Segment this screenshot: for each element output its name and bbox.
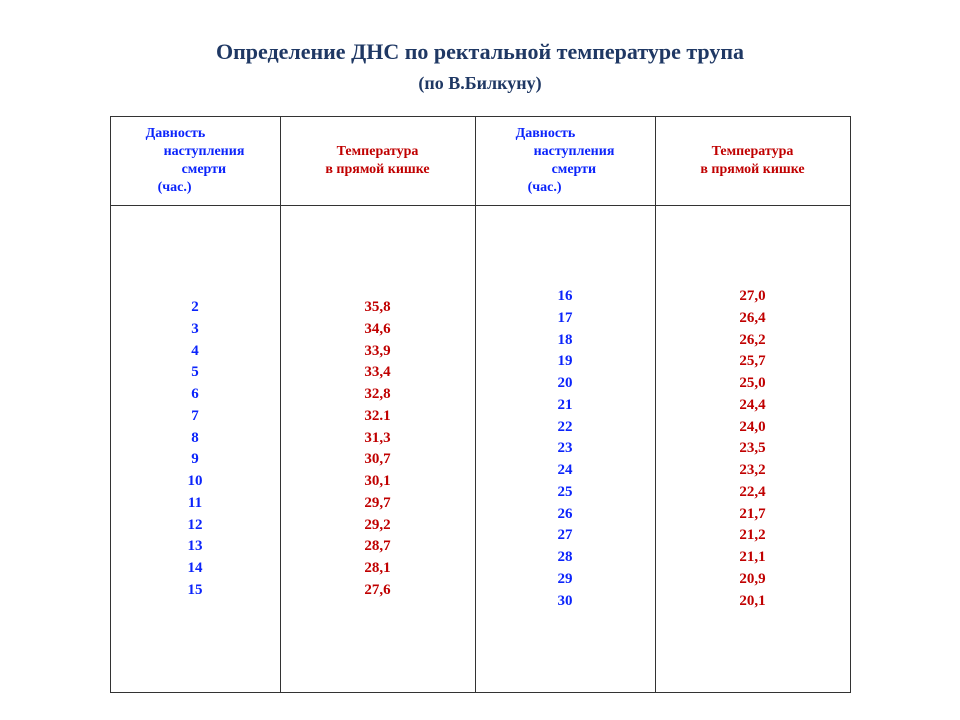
value: 16 bbox=[558, 286, 573, 308]
value: 33,4 bbox=[364, 362, 390, 384]
cell-temps-left: 35,834,633,933,432,832.131,330,730,129,7… bbox=[280, 206, 475, 693]
value: 27,0 bbox=[739, 286, 765, 308]
header-text: Температура bbox=[662, 143, 844, 161]
value: 20,9 bbox=[739, 569, 765, 591]
page-subtitle: (по В.Билкуну) bbox=[0, 73, 960, 94]
value: 21,1 bbox=[739, 547, 765, 569]
cell-temps-right: 27,026,426,225,725,024,424,023,523,222,4… bbox=[655, 206, 850, 693]
value: 22 bbox=[558, 417, 573, 439]
header-text: Температура bbox=[287, 143, 469, 161]
value: 22,4 bbox=[739, 482, 765, 504]
value: 9 bbox=[188, 449, 203, 471]
value: 31,3 bbox=[364, 428, 390, 450]
header-text: (час.) bbox=[146, 179, 245, 197]
value: 4 bbox=[188, 341, 203, 363]
value: 29 bbox=[558, 569, 573, 591]
value: 26,2 bbox=[739, 330, 765, 352]
table-header-row: Давность наступления смерти (час.) Темпе… bbox=[110, 116, 850, 206]
header-text: Давность bbox=[146, 125, 245, 143]
header-text: смерти bbox=[516, 161, 615, 179]
header-text: в прямой кишке bbox=[287, 161, 469, 179]
value: 32.1 bbox=[364, 406, 390, 428]
value: 28 bbox=[558, 547, 573, 569]
value: 25,7 bbox=[739, 351, 765, 373]
value: 20 bbox=[558, 373, 573, 395]
value: 32,8 bbox=[364, 384, 390, 406]
col-header-time-left: Давность наступления смерти (час.) bbox=[110, 116, 280, 206]
header-text: наступления bbox=[516, 143, 615, 161]
value: 8 bbox=[188, 428, 203, 450]
cell-hours-right: 161718192021222324252627282930 bbox=[475, 206, 655, 693]
value: 5 bbox=[188, 362, 203, 384]
page: Определение ДНС по ректальной температур… bbox=[0, 0, 960, 720]
value: 30,7 bbox=[364, 449, 390, 471]
value: 20,1 bbox=[739, 591, 765, 613]
value: 7 bbox=[188, 406, 203, 428]
value: 10 bbox=[188, 471, 203, 493]
value: 21 bbox=[558, 395, 573, 417]
value: 29,2 bbox=[364, 515, 390, 537]
value: 13 bbox=[188, 536, 203, 558]
value: 24 bbox=[558, 460, 573, 482]
value: 25 bbox=[558, 482, 573, 504]
value: 21,2 bbox=[739, 525, 765, 547]
value: 24,4 bbox=[739, 395, 765, 417]
value: 24,0 bbox=[739, 417, 765, 439]
value: 26 bbox=[558, 504, 573, 526]
value: 26,4 bbox=[739, 308, 765, 330]
value: 3 bbox=[188, 319, 203, 341]
value: 27 bbox=[558, 525, 573, 547]
header-text: (час.) bbox=[516, 179, 615, 197]
header-text: Давность bbox=[516, 125, 615, 143]
value: 34,6 bbox=[364, 319, 390, 341]
value: 21,7 bbox=[739, 504, 765, 526]
cell-hours-left: 23456789101112131415 bbox=[110, 206, 280, 693]
header-text: наступления bbox=[146, 143, 245, 161]
value: 17 bbox=[558, 308, 573, 330]
col-header-temp-left: Температура в прямой кишке bbox=[280, 116, 475, 206]
value: 6 bbox=[188, 384, 203, 406]
page-title: Определение ДНС по ректальной температур… bbox=[0, 38, 960, 67]
value: 30,1 bbox=[364, 471, 390, 493]
value: 11 bbox=[188, 493, 203, 515]
value: 27,6 bbox=[364, 580, 390, 602]
value: 33,9 bbox=[364, 341, 390, 363]
value: 28,7 bbox=[364, 536, 390, 558]
value: 23,2 bbox=[739, 460, 765, 482]
value: 29,7 bbox=[364, 493, 390, 515]
data-table: Давность наступления смерти (час.) Темпе… bbox=[110, 116, 851, 694]
header-text: в прямой кишке bbox=[662, 161, 844, 179]
value: 19 bbox=[558, 351, 573, 373]
value: 14 bbox=[188, 558, 203, 580]
col-header-temp-right: Температура в прямой кишке bbox=[655, 116, 850, 206]
col-header-time-right: Давность наступления смерти (час.) bbox=[475, 116, 655, 206]
value: 18 bbox=[558, 330, 573, 352]
table-row: 23456789101112131415 35,834,633,933,432,… bbox=[110, 206, 850, 693]
value: 23 bbox=[558, 438, 573, 460]
value: 30 bbox=[558, 591, 573, 613]
value: 28,1 bbox=[364, 558, 390, 580]
value: 2 bbox=[188, 297, 203, 319]
value: 23,5 bbox=[739, 438, 765, 460]
value: 25,0 bbox=[739, 373, 765, 395]
value: 35,8 bbox=[364, 297, 390, 319]
header-text: смерти bbox=[146, 161, 245, 179]
value: 12 bbox=[188, 515, 203, 537]
value: 15 bbox=[188, 580, 203, 602]
